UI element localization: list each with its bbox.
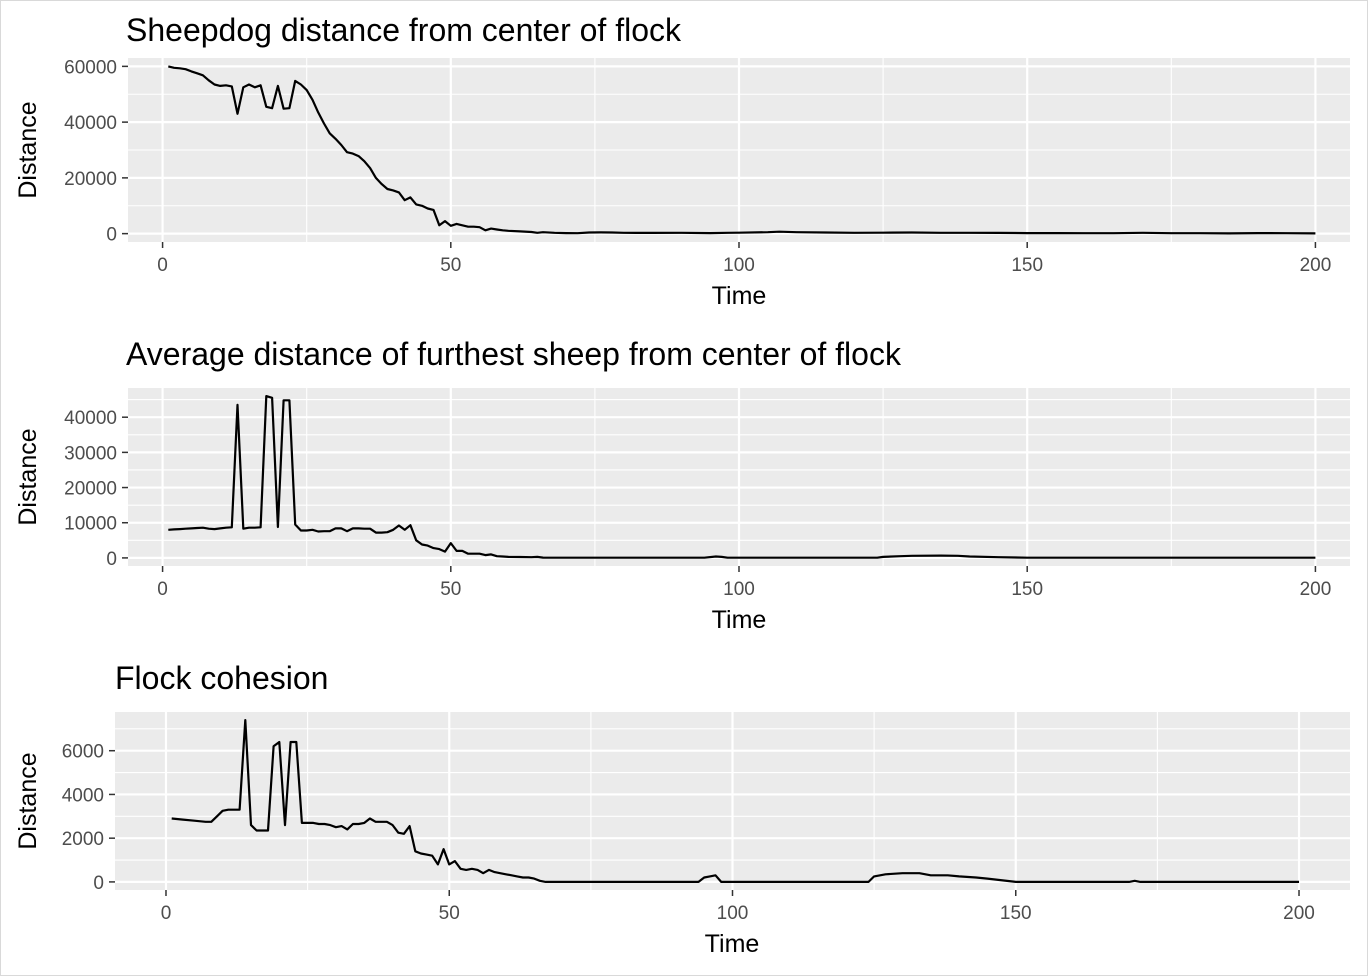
y-tick-labels: 0 2000 4000 6000 xyxy=(62,742,104,894)
y-tick-label: 0 xyxy=(93,873,104,894)
x-tick-label: 150 xyxy=(1011,255,1043,276)
y-tick-label: 40000 xyxy=(64,408,117,429)
x-tick-label: 100 xyxy=(723,255,755,276)
y-tick-labels: 0 10000 20000 30000 40000 xyxy=(64,408,117,570)
y-axis-label: Distance xyxy=(14,752,42,849)
y-tick-label: 0 xyxy=(106,225,117,246)
tick-marks xyxy=(122,65,1317,248)
x-axis-label: Time xyxy=(712,282,767,310)
x-tick-labels: 0 50 100 150 200 xyxy=(157,579,1331,600)
x-tick-labels: 0 50 100 150 200 xyxy=(161,903,1315,924)
x-tick-label: 200 xyxy=(1300,255,1332,276)
x-tick-label: 200 xyxy=(1283,903,1315,924)
tick-marks xyxy=(122,416,1317,572)
y-tick-label: 2000 xyxy=(62,829,104,850)
x-tick-label: 0 xyxy=(161,903,172,924)
y-tick-label: 10000 xyxy=(64,514,117,535)
x-axis-label: Time xyxy=(705,930,760,958)
tick-marks xyxy=(109,749,1300,896)
y-axis-label: Distance xyxy=(14,101,42,198)
y-tick-labels: 0 20000 40000 60000 xyxy=(64,57,117,245)
y-tick-label: 6000 xyxy=(62,742,104,763)
x-tick-label: 50 xyxy=(440,579,461,600)
chart-panel-3: 0 50 100 150 200 0 2000 4000 6000 Flock cohesio… xyxy=(14,660,1350,958)
chart-panel-2: 0 50 100 150 200 0 10000 20000 30000 40000 Avera… xyxy=(14,336,1350,634)
series-line xyxy=(171,719,1299,883)
y-tick-label: 0 xyxy=(106,549,117,570)
y-tick-label: 4000 xyxy=(62,785,104,806)
x-axis-label: Time xyxy=(712,606,767,634)
x-tick-label: 100 xyxy=(717,903,749,924)
grid-lines xyxy=(128,388,1350,566)
x-tick-label: 50 xyxy=(439,903,460,924)
x-tick-label: 0 xyxy=(157,579,168,600)
x-tick-label: 150 xyxy=(1011,579,1043,600)
chart-panel-1: 0 50 100 150 200 0 20000 40000 60000 Sheepdog d… xyxy=(14,12,1350,310)
y-tick-label: 40000 xyxy=(64,113,117,134)
x-tick-labels: 0 50 100 150 200 xyxy=(157,255,1331,276)
x-tick-label: 200 xyxy=(1300,579,1332,600)
series-line xyxy=(168,65,1316,235)
chart-title: Flock cohesion xyxy=(115,660,328,696)
y-axis-label: Distance xyxy=(14,428,42,525)
x-tick-label: 100 xyxy=(723,579,755,600)
x-tick-label: 50 xyxy=(440,255,461,276)
x-tick-label: 0 xyxy=(157,255,168,276)
chart-title: Sheepdog distance from center of flock xyxy=(126,12,682,48)
y-tick-label: 20000 xyxy=(64,479,117,500)
y-tick-label: 30000 xyxy=(64,443,117,464)
chart-title: Average distance of furthest sheep from … xyxy=(126,336,902,372)
x-tick-label: 150 xyxy=(1000,903,1032,924)
y-tick-label: 60000 xyxy=(64,57,117,78)
y-tick-label: 20000 xyxy=(64,169,117,190)
series-line xyxy=(168,395,1316,559)
